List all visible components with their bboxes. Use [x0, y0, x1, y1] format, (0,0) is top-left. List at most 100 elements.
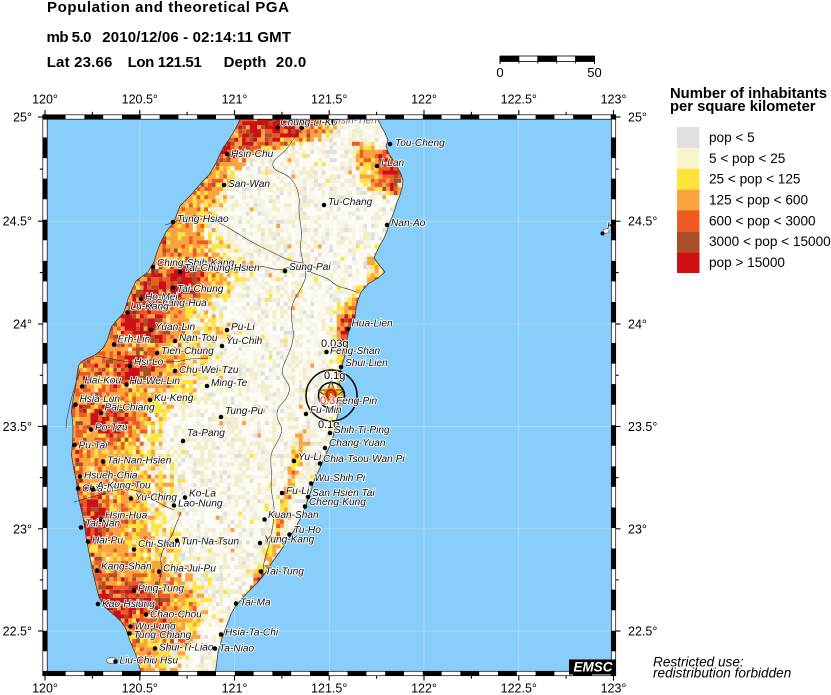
- svg-text:K: K: [607, 221, 615, 232]
- svg-text:Depth: Depth: [224, 54, 267, 71]
- svg-text:Ching-Shih-Kang: Ching-Shih-Kang: [157, 258, 234, 269]
- svg-text:Hsia-Ta-Chi: Hsia-Ta-Chi: [225, 628, 279, 639]
- svg-text:25°: 25°: [628, 111, 647, 125]
- svg-text:20.0: 20.0: [276, 54, 306, 71]
- svg-text:22.5°: 22.5°: [3, 625, 32, 639]
- svg-text:0: 0: [496, 65, 503, 80]
- svg-text:Hu-Wei-Lin: Hu-Wei-Lin: [130, 376, 181, 387]
- svg-text:0.1g: 0.1g: [324, 370, 345, 382]
- svg-text:San Hsien Tai: San Hsien Tai: [312, 488, 375, 499]
- svg-text:22.5°: 22.5°: [628, 625, 657, 639]
- svg-text:2010/12/06 - 02:14:11 GMT: 2010/12/06 - 02:14:11 GMT: [102, 29, 291, 46]
- svg-text:Tai-Nan: Tai-Nan: [85, 519, 120, 530]
- svg-text:24.5°: 24.5°: [628, 215, 657, 229]
- svg-text:Shui-Ti-Liao: Shui-Ti-Liao: [159, 643, 214, 654]
- svg-text:24.5°: 24.5°: [3, 215, 32, 229]
- svg-text:Population and theoretical PGA: Population and theoretical PGA: [47, 0, 289, 16]
- svg-text:Hai-Kou: Hai-Kou: [85, 376, 122, 387]
- svg-text:120°: 120°: [32, 682, 58, 695]
- svg-text:pop < 5: pop < 5: [709, 130, 755, 145]
- svg-text:Shui-Lien: Shui-Lien: [345, 358, 388, 369]
- svg-text:Tai-Chung: Tai-Chung: [177, 284, 224, 295]
- svg-text:Chia-Li: Chia-Li: [82, 484, 115, 495]
- svg-text:Tung-Chiang: Tung-Chiang: [134, 630, 192, 641]
- svg-text:0.1g: 0.1g: [318, 419, 339, 431]
- svg-text:Tai-Ma: Tai-Ma: [240, 598, 271, 609]
- svg-text:Nan-Ao: Nan-Ao: [391, 218, 426, 229]
- svg-text:Tou-Cheng: Tou-Cheng: [395, 138, 445, 149]
- svg-text:Lat 23.66: Lat 23.66: [47, 54, 113, 71]
- svg-text:Restricted use:: Restricted use:: [653, 655, 744, 670]
- svg-text:Po-Tzu: Po-Tzu: [95, 423, 128, 434]
- svg-text:Ko-La: Ko-La: [189, 489, 216, 500]
- svg-text:Nan-Tou: Nan-Tou: [179, 333, 218, 344]
- svg-text:A-Kung-Tou: A-Kung-Tou: [96, 481, 151, 492]
- svg-text:Ho-Mei: Ho-Mei: [145, 292, 178, 303]
- svg-text:Chia-Jui-Pu: Chia-Jui-Pu: [163, 564, 216, 575]
- svg-text:Pu-Tai: Pu-Tai: [79, 441, 109, 452]
- svg-text:600 < pop < 3000: 600 < pop < 3000: [709, 213, 816, 228]
- svg-text:Hsueh-Chia: Hsueh-Chia: [84, 471, 138, 482]
- svg-text:Lao-Nung: Lao-Nung: [178, 499, 223, 510]
- svg-text:Tung-Hsiao: Tung-Hsiao: [177, 214, 229, 225]
- svg-text:23.5°: 23.5°: [3, 420, 32, 434]
- svg-text:Chu-Wei-Tzu: Chu-Wei-Tzu: [179, 365, 239, 376]
- svg-text:122°: 122°: [411, 682, 437, 695]
- svg-text:Shih-Ti-Ping: Shih-Ti-Ping: [334, 425, 390, 436]
- svg-text:23.5°: 23.5°: [628, 420, 657, 434]
- svg-text:Kang-Shan: Kang-Shan: [101, 562, 152, 573]
- svg-text:122.5°: 122.5°: [501, 93, 537, 107]
- svg-text:Kuan-Shan: Kuan-Shan: [268, 510, 319, 521]
- svg-text:Chung-Li-Ko: Chung-Li-Ko: [280, 118, 337, 129]
- svg-text:Ming-Te: Ming-Te: [211, 378, 248, 389]
- svg-text:3000 < pop < 15000: 3000 < pop < 15000: [709, 234, 831, 249]
- svg-text:Yu-Li: Yu-Li: [298, 452, 322, 463]
- svg-text:Number of inhabitants: Number of inhabitants: [670, 86, 827, 102]
- svg-text:Fu-Li: Fu-Li: [286, 486, 310, 497]
- svg-text:Kao-Hsiung: Kao-Hsiung: [102, 599, 155, 610]
- svg-text:120.5°: 120.5°: [122, 93, 158, 107]
- svg-text:122.5°: 122.5°: [501, 682, 537, 695]
- svg-text:120.5°: 120.5°: [122, 682, 158, 695]
- svg-text:Feng-Pin: Feng-Pin: [336, 396, 377, 407]
- svg-text:Chang-Hua: Chang-Hua: [155, 298, 207, 309]
- svg-text:Ta-Pang: Ta-Pang: [187, 428, 225, 439]
- svg-text:Tai-Tung: Tai-Tung: [265, 567, 304, 578]
- svg-text:24°: 24°: [628, 318, 647, 332]
- svg-text:123°: 123°: [601, 682, 627, 695]
- svg-text:Hsi-Lo: Hsi-Lo: [134, 357, 164, 368]
- svg-text:121°: 121°: [222, 93, 248, 107]
- svg-text:Yung-Kang: Yung-Kang: [264, 535, 315, 546]
- svg-text:Wu-Shih Pi: Wu-Shih Pi: [315, 473, 366, 484]
- svg-text:Tu-Ho: Tu-Ho: [294, 525, 322, 536]
- svg-text:pop > 15000: pop > 15000: [709, 255, 785, 270]
- svg-text:0.3g: 0.3g: [320, 395, 341, 407]
- svg-text:23°: 23°: [628, 522, 647, 536]
- svg-text:Ta-Niao: Ta-Niao: [219, 644, 254, 655]
- svg-text:Erh-Lin: Erh-Lin: [118, 335, 151, 346]
- svg-text:redistribution forbidden: redistribution forbidden: [653, 666, 791, 681]
- svg-text:125 < pop < 600: 125 < pop < 600: [709, 193, 808, 208]
- svg-text:0.03g: 0.03g: [321, 338, 349, 350]
- svg-text:Tai-Chung-Hsien: Tai-Chung-Hsien: [184, 263, 260, 274]
- svg-text:Hua-Lien: Hua-Lien: [352, 319, 393, 330]
- svg-text:25 < pop < 125: 25 < pop < 125: [709, 172, 800, 187]
- svg-text:Hsin-Hua: Hsin-Hua: [105, 511, 148, 522]
- svg-text:Fu-Min: Fu-Min: [310, 405, 342, 416]
- svg-text:Tai-Nan-Hsien: Tai-Nan-Hsien: [107, 456, 172, 467]
- svg-text:23°: 23°: [13, 522, 32, 536]
- svg-text:Chao-Chou: Chao-Chou: [150, 610, 202, 621]
- svg-text:24°: 24°: [13, 318, 32, 332]
- svg-text:123°: 123°: [601, 93, 627, 107]
- svg-text:Yu-Ching: Yu-Ching: [135, 493, 177, 504]
- svg-text:Sung-Pai: Sung-Pai: [289, 262, 331, 273]
- svg-text:Ku-Keng: Ku-Keng: [154, 393, 194, 404]
- svg-text:Hsin-Chu: Hsin-Chu: [231, 149, 274, 160]
- svg-text:mb 5.0: mb 5.0: [47, 29, 92, 46]
- svg-text:121.5°: 121.5°: [311, 93, 347, 107]
- svg-text:Chi-Shan: Chi-Shan: [138, 539, 181, 550]
- svg-text:Ping-Tung: Ping-Tung: [138, 584, 184, 595]
- svg-text:Lu-Kang: Lu-Kang: [131, 302, 170, 313]
- svg-text:Tu-Chang: Tu-Chang: [328, 197, 373, 208]
- svg-text:Tun-Na-Tsun: Tun-Na-Tsun: [181, 537, 239, 548]
